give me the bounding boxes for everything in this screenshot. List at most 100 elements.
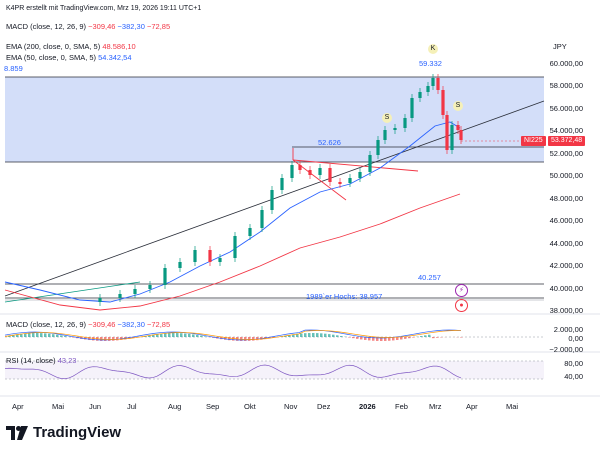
macd-histogram-bar: [188, 333, 191, 337]
s-marker-left[interactable]: S: [382, 113, 392, 123]
macd-panel-legend[interactable]: MACD (close, 12, 26, 9) −309,46 −382,30 …: [6, 320, 170, 329]
time-axis-label: Okt: [244, 402, 256, 411]
time-axis-label: Mrz: [429, 402, 442, 411]
macd-histogram-bar: [304, 333, 307, 337]
time-axis-label: Mai: [506, 402, 519, 411]
rsi-panel-legend[interactable]: RSI (14, close) 43,23: [6, 356, 76, 365]
triangle-line-1: [292, 159, 347, 201]
candle-body: [431, 78, 435, 86]
macd-histogram-bar: [292, 334, 295, 337]
candle-body: [441, 90, 445, 115]
time-axis-label: Jun: [89, 402, 102, 411]
macd-histogram-bar: [328, 334, 331, 337]
macd-histogram-bar: [368, 337, 371, 341]
time-axis-label: Aug: [168, 402, 182, 411]
macd-histogram-bar: [376, 337, 379, 341]
macd-histogram-bar: [384, 337, 387, 341]
macd-line: [4, 329, 462, 341]
tradingview-logo-icon: [6, 425, 28, 440]
macd-histogram-bar: [64, 336, 67, 337]
macd-histogram-bar: [308, 333, 311, 337]
candle-body: [450, 125, 454, 150]
macd-panel-title: MACD (close, 12, 26, 9): [6, 320, 87, 329]
source-line: K4PR erstellt mit TradingView.com, Mrz 1…: [6, 5, 202, 12]
candle-body: [193, 250, 197, 262]
s-marker-right[interactable]: S: [453, 101, 463, 111]
candle-body: [393, 128, 397, 130]
rsi-panel-title: RSI (14, close): [6, 356, 56, 365]
ema200-legend[interactable]: EMA (200, close, 0, SMA, 5) 48.586,10: [6, 42, 136, 51]
level-40257-label: 40.257: [418, 273, 441, 282]
macd-histogram-bar: [352, 337, 355, 339]
macd-histogram-bar: [312, 333, 315, 337]
time-axis-label: Dez: [317, 402, 331, 411]
price-axis-label: 60.000,00: [549, 59, 583, 68]
macd-histogram-bar: [380, 337, 383, 341]
macd-histogram-bar: [172, 333, 175, 337]
macd-axis-bottom: −2.000,00: [549, 345, 583, 354]
candle-body: [208, 250, 212, 262]
macd-histogram-bar: [16, 334, 19, 337]
macd-histogram-bar: [316, 333, 319, 337]
macd-axis-top: 2.000,00: [553, 325, 583, 334]
candle-body: [260, 210, 264, 228]
macd-histogram-bar: [112, 337, 115, 341]
macd-legend-val-3: −72,85: [146, 22, 171, 31]
time-axis-label: Feb: [395, 402, 408, 411]
partial-value: 8.859: [4, 64, 23, 73]
candle-body: [98, 298, 102, 302]
macd-histogram-bar: [364, 337, 367, 340]
macd-histogram-bar: [268, 337, 271, 339]
candle-body: [456, 125, 460, 130]
macd-histogram-bar: [184, 333, 187, 337]
candle-body: [328, 168, 332, 182]
macd-histogram-bar: [36, 333, 39, 337]
macd-legend[interactable]: MACD (close, 12, 26, 9) −309,46 −382,30 …: [6, 22, 170, 31]
time-axis-label: Apr: [12, 402, 24, 411]
macd-histogram-bar: [420, 336, 423, 337]
macd-histogram-bar: [432, 337, 435, 339]
candle-body: [383, 130, 387, 140]
price-axis-label: 50.000,00: [549, 171, 583, 181]
candle-body: [270, 190, 274, 210]
candle-body: [298, 165, 302, 170]
macd-histogram-bar: [32, 333, 35, 337]
macd-histogram-bar: [400, 337, 403, 340]
macd-histogram-bar: [88, 337, 91, 341]
macd-histogram-bar: [204, 336, 207, 337]
price-axis-label: 52.000,00: [549, 148, 583, 158]
trendline-green: [4, 281, 141, 303]
macd-histogram-bar: [24, 333, 27, 337]
macd-histogram-bar: [360, 337, 363, 340]
candle-body: [280, 178, 284, 190]
macd-histogram-bar: [40, 333, 43, 337]
time-axis-label: Jul: [127, 402, 137, 411]
macd-histogram-bar: [212, 337, 215, 338]
macd-panel-val-2: −382,30: [117, 320, 145, 329]
macd-histogram-bar: [340, 335, 343, 337]
ema200-line: [4, 193, 461, 311]
candle-body: [290, 165, 294, 178]
macd-histogram-bar: [8, 335, 11, 337]
record-icon[interactable]: ●: [455, 299, 468, 312]
macd-histogram-bar: [324, 333, 327, 337]
macd-histogram-bar: [180, 333, 183, 337]
macd-histogram-bar: [252, 337, 255, 341]
flash-icon[interactable]: ⚡: [455, 284, 468, 297]
tradingview-logo[interactable]: TradingView: [6, 424, 121, 441]
rsi-axis-80: 80,00: [564, 359, 583, 368]
candle-body: [308, 170, 312, 175]
macd-histogram-bar: [296, 333, 299, 337]
k-marker[interactable]: K: [428, 44, 438, 54]
macd-histogram-bar: [108, 337, 111, 341]
macd-histogram-bar: [48, 333, 51, 337]
ema50-legend[interactable]: EMA (50, close, 0, SMA, 5) 54.342,54: [6, 53, 132, 62]
macd-legend-val-2: −382,30: [117, 22, 145, 31]
macd-histogram-bar: [228, 337, 231, 341]
macd-histogram-bar: [356, 337, 359, 339]
macd-histogram-bar: [168, 333, 171, 337]
ema200-legend-title: EMA (200, close, 0, SMA, 5): [6, 42, 101, 51]
price-axis-label: 38.000,00: [549, 305, 583, 315]
macd-histogram-bar: [200, 335, 203, 337]
